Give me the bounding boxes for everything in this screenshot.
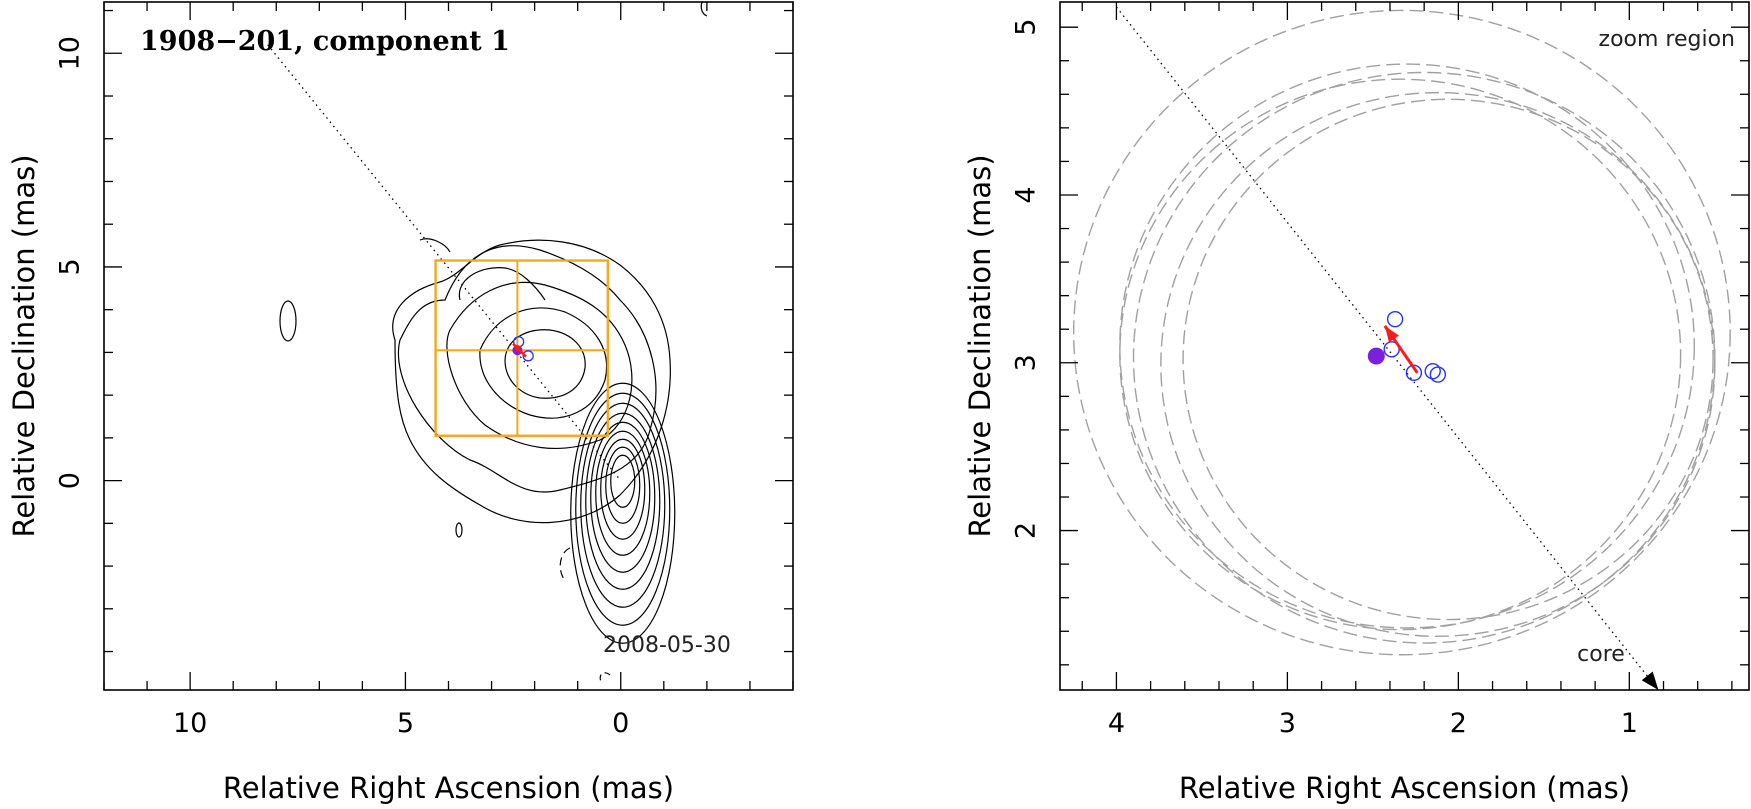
motion-arrow-head <box>513 343 522 353</box>
error-circle <box>1119 78 1682 631</box>
contour-core <box>600 438 646 540</box>
contour-jet <box>446 281 633 449</box>
motion-arrow-head <box>1384 325 1399 343</box>
right-overlay <box>1115 6 1659 691</box>
negative-contour <box>599 672 611 683</box>
error-circle <box>1132 71 1716 644</box>
y-tick-label: 4 <box>1011 186 1042 203</box>
observation-date: 2008-05-30 <box>603 633 731 658</box>
y-tick-label: 5 <box>1011 19 1042 36</box>
y-tick-label: 2 <box>1011 522 1042 539</box>
right-panel: 4 3 2 1 2 3 4 5 zoom region core Relative Right… <box>963 1 1750 805</box>
contour-core <box>610 454 636 508</box>
right-y-axis-label: Relative Declination (mas) <box>963 154 997 537</box>
x-tick-label: 4 <box>1108 708 1125 739</box>
jet-axis-line <box>267 44 622 482</box>
left-ticks: 10 5 0 0 5 10 <box>55 2 794 739</box>
component-marker <box>522 350 534 362</box>
left-plot-frame <box>103 1 794 691</box>
core-direction-arrow <box>1641 671 1659 690</box>
negative-contour <box>559 547 571 583</box>
zoom-box <box>434 259 610 437</box>
error-circle <box>1182 98 1714 621</box>
contour-jet <box>479 307 608 419</box>
x-tick-label: 5 <box>397 708 414 739</box>
x-tick-label: 10 <box>173 708 207 739</box>
contour-core <box>605 446 641 524</box>
core-label: core <box>1577 642 1625 667</box>
contour-jet <box>504 329 586 399</box>
left-overlay <box>267 44 622 482</box>
open-point <box>1386 310 1404 328</box>
contour-jet <box>392 239 671 524</box>
contour-jet <box>397 245 657 493</box>
error-circles <box>1072 9 1731 656</box>
contour-blob <box>279 300 297 342</box>
contour-core <box>570 382 676 644</box>
right-ticks: 4 3 2 1 2 3 4 5 <box>1011 2 1749 739</box>
x-tick-label: 0 <box>612 708 629 739</box>
contour-core <box>575 392 671 626</box>
jet-axis-line <box>1115 6 1659 691</box>
contour-core <box>590 421 656 573</box>
contour-edge <box>700 1 708 17</box>
y-tick-label: 0 <box>55 472 86 489</box>
error-circle <box>1119 63 1695 629</box>
error-circle <box>1072 9 1731 656</box>
contour-map <box>279 1 708 683</box>
open-point <box>1424 362 1441 380</box>
right-plot-frame <box>1059 1 1750 691</box>
left-y-axis-label: Relative Declination (mas) <box>7 154 41 537</box>
contour-core <box>585 412 661 590</box>
error-circle <box>1160 91 1716 638</box>
left-x-axis-label: Relative Right Ascension (mas) <box>223 771 674 805</box>
left-title: 1908−201, component 1 <box>140 26 510 57</box>
filled-point <box>1367 347 1385 365</box>
contour-core <box>595 430 651 556</box>
y-tick-label: 10 <box>55 36 86 70</box>
zoom-region-label: zoom region <box>1599 27 1735 52</box>
x-tick-label: 2 <box>1450 708 1467 739</box>
open-point <box>1429 366 1447 383</box>
contour-blob <box>455 522 463 538</box>
contour-jet <box>458 267 546 301</box>
right-x-axis-label: Relative Right Ascension (mas) <box>1179 771 1630 805</box>
x-tick-label: 3 <box>1279 708 1296 739</box>
y-tick-label: 3 <box>1011 354 1042 371</box>
left-panel: 10 5 0 0 5 10 1908−201, component 1 2008-05-3… <box>7 1 794 805</box>
contour-core <box>580 402 666 608</box>
x-tick-label: 1 <box>1621 708 1638 739</box>
contour-jet <box>419 238 451 253</box>
y-tick-label: 5 <box>55 258 86 275</box>
open-point <box>1383 341 1400 358</box>
